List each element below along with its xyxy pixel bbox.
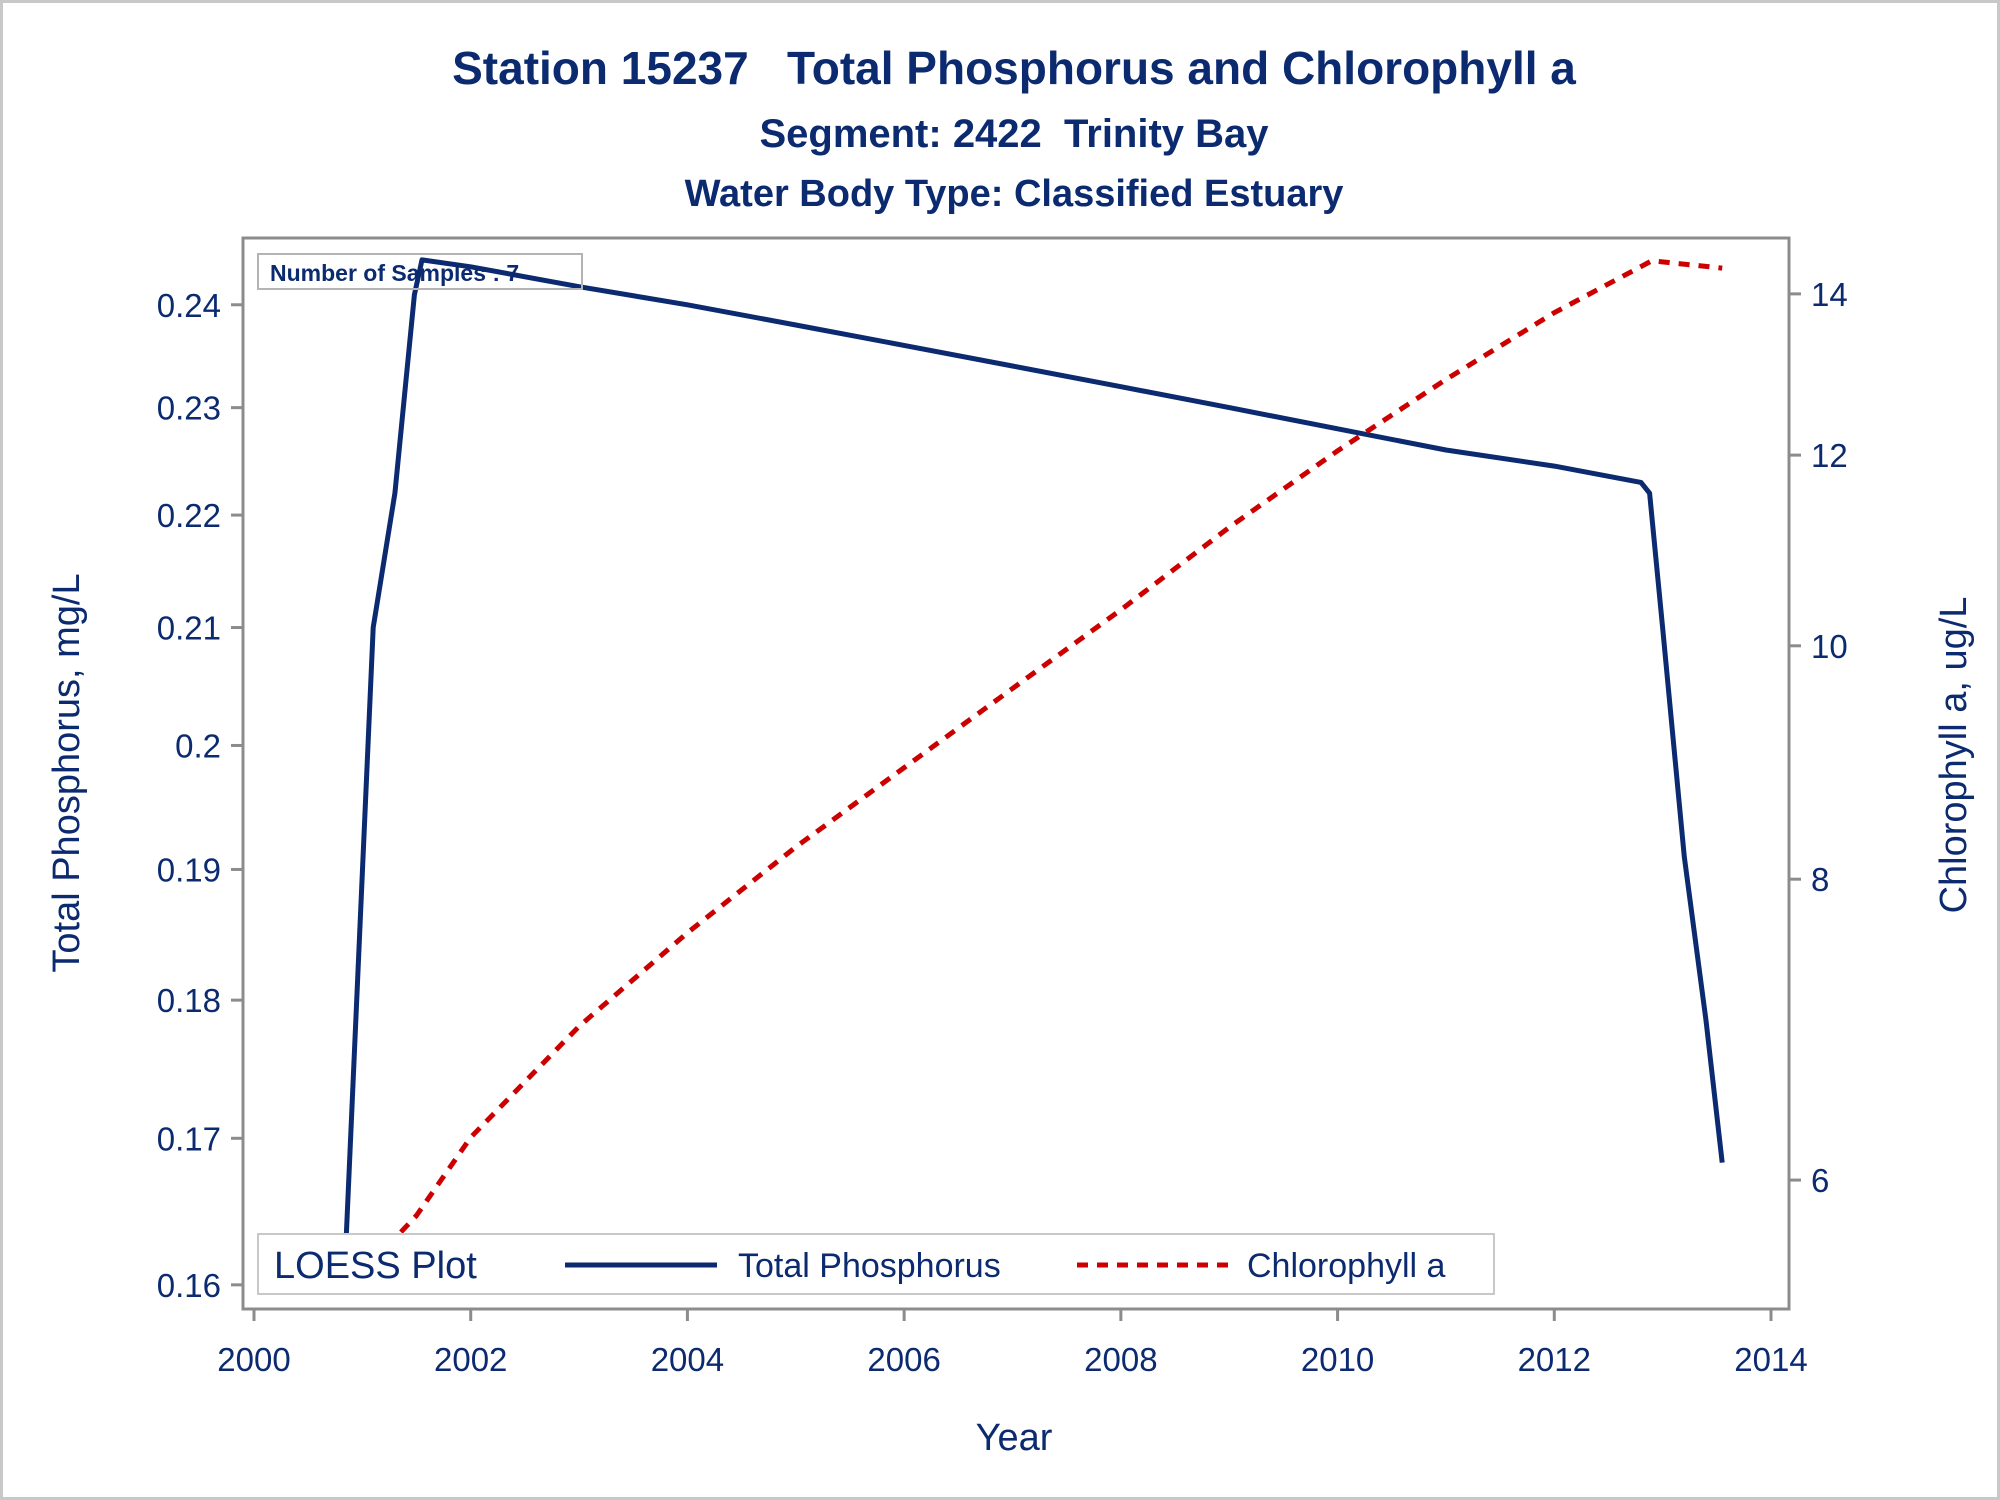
- x-axis-label: Year: [976, 1417, 1053, 1459]
- x-tick-label: 2012: [1518, 1341, 1591, 1378]
- chart-subtitle-water-body: Water Body Type: Classified Estuary: [685, 173, 1344, 215]
- y-tick-label: 0.22: [157, 497, 221, 534]
- y-tick-label: 0.24: [157, 287, 221, 324]
- chart-subtitle-segment: Segment: 2422 Trinity Bay: [759, 112, 1269, 156]
- y-tick-label: 0.16: [157, 1267, 221, 1304]
- y2-tick-label: 8: [1811, 861, 1829, 898]
- legend-label-total-phosphorus: Total Phosphorus: [738, 1247, 1001, 1285]
- legend-title: LOESS Plot: [274, 1245, 477, 1287]
- y-tick-label: 0.2: [175, 727, 221, 764]
- y-axis-left: 0.16 0.17 0.18 0.19 0.2 0.21 0.22 0.23 0.24: [157, 287, 243, 1304]
- y2-tick-label: 14: [1811, 276, 1848, 313]
- y2-tick-label: 10: [1811, 628, 1848, 665]
- x-tick-label: 2004: [651, 1341, 724, 1378]
- sample-count-text: Number of Samples : 7: [270, 260, 519, 286]
- y2-tick-label: 12: [1811, 437, 1848, 474]
- y2-tick-label: 6: [1811, 1162, 1829, 1199]
- x-tick-label: 2014: [1734, 1341, 1807, 1378]
- legend: LOESS Plot Total Phosphorus Chlorophyll …: [257, 1233, 1495, 1295]
- x-tick-label: 2000: [217, 1341, 290, 1378]
- series-line-chlorophyll-a: [344, 258, 1723, 1293]
- series-line-total-phosphorus: [343, 257, 1725, 1241]
- y-axis-label: Total Phosphorus, mg/L: [46, 573, 88, 972]
- x-tick-label: 2010: [1301, 1341, 1374, 1378]
- x-tick-label: 2008: [1084, 1341, 1157, 1378]
- y-tick-label: 0.17: [157, 1120, 221, 1157]
- x-tick-label: 2006: [867, 1341, 940, 1378]
- chart-title: Station 15237 Total Phosphorus and Chlor…: [452, 42, 1576, 94]
- y-tick-label: 0.18: [157, 982, 221, 1019]
- x-axis: 2000 2002 2004 2006 2008 2010 2012 2014: [217, 1309, 1808, 1378]
- sample-count-box: [257, 253, 583, 290]
- sample-count-inset: Number of Samples : 7: [257, 253, 583, 290]
- y-tick-label: 0.21: [157, 610, 221, 647]
- y2-axis-label: Chlorophyll a, ug/L: [1933, 597, 1975, 914]
- legend-box: [257, 1233, 1495, 1295]
- y-tick-label: 0.19: [157, 851, 221, 888]
- y-axis-right: 6 8 10 12 14: [1789, 276, 1848, 1199]
- x-tick-label: 2002: [434, 1341, 507, 1378]
- plot-frame: [241, 236, 1791, 1311]
- legend-label-chlorophyll-a: Chlorophyll a: [1247, 1247, 1446, 1285]
- y-tick-label: 0.23: [157, 390, 221, 427]
